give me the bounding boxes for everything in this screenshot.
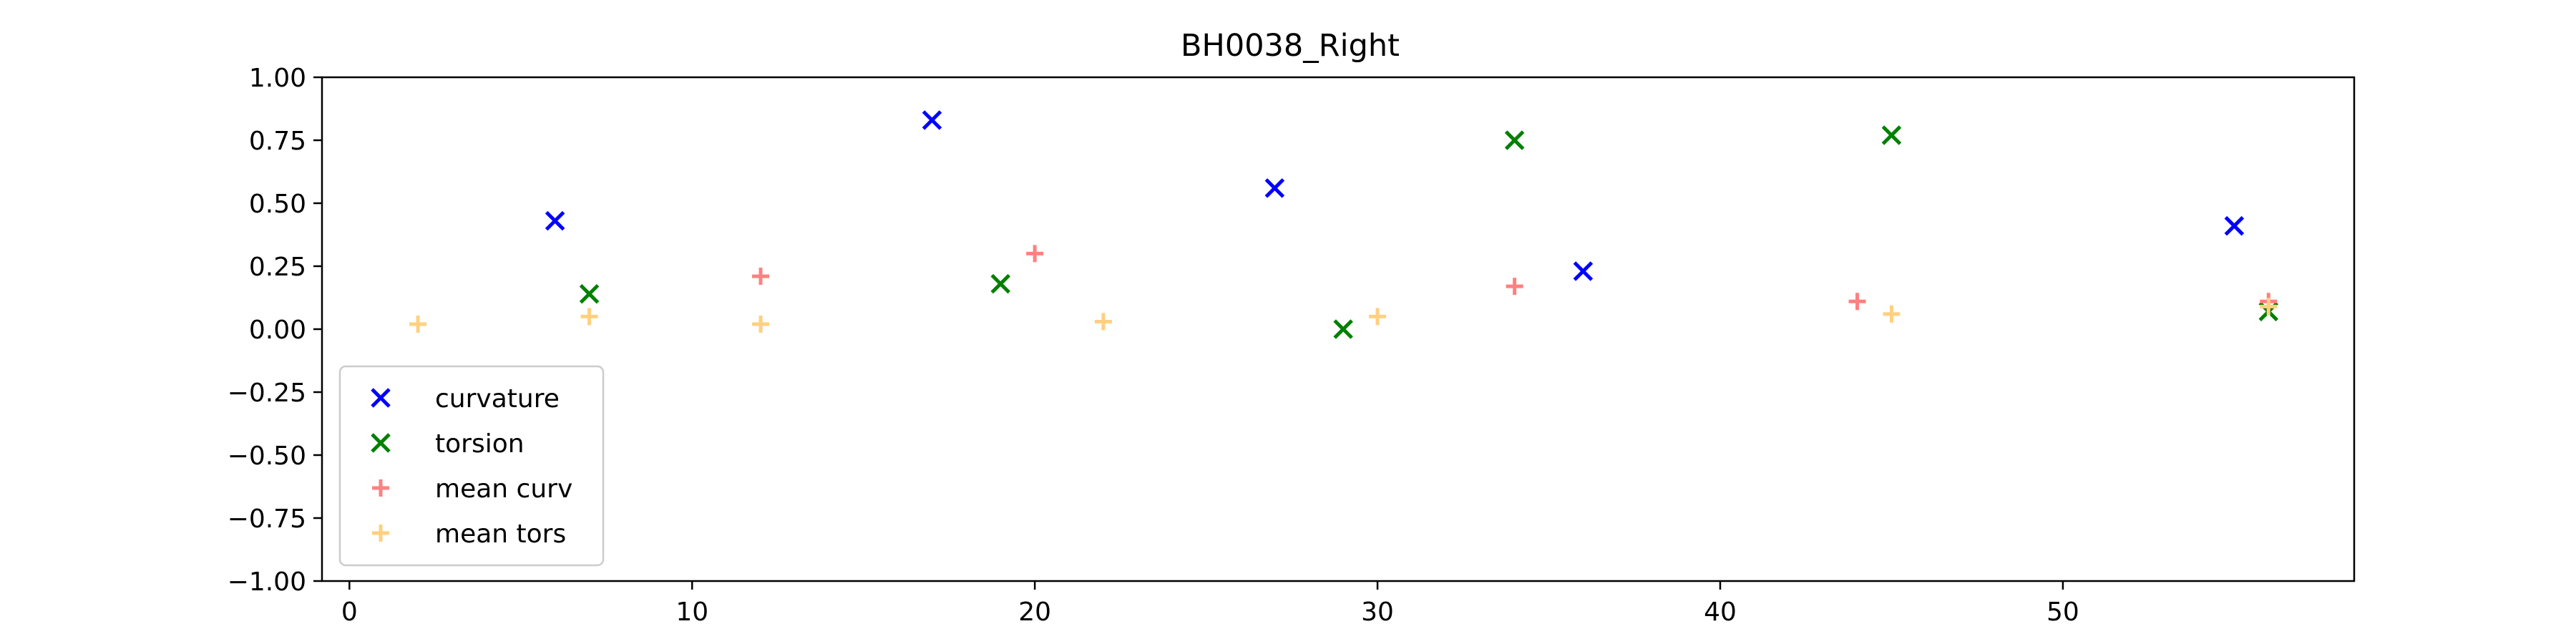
point-mean-tors <box>1883 305 1901 323</box>
legend-label-curvature: curvature <box>435 384 560 414</box>
y-tick-label: 1.00 <box>249 64 306 93</box>
legend-label-mean-tors: mean tors <box>435 519 566 549</box>
plot-marks <box>409 110 2279 339</box>
legend-label-torsion: torsion <box>435 429 525 459</box>
marker-stroke <box>371 388 391 408</box>
point-mean-curv <box>1506 278 1523 296</box>
point-mean-curv <box>752 268 770 286</box>
legend-box <box>338 365 605 567</box>
marker-stroke <box>2224 215 2245 236</box>
legend-marker-mean-curv <box>372 479 389 497</box>
point-curvature <box>1573 261 1594 281</box>
point-curvature <box>1264 178 1285 198</box>
point-mean-tors <box>580 308 598 326</box>
plot-axes: 1.00 0.75 0.50 0.25 0.00 −0.25 −0.50 −0.75 −1.00… <box>228 64 2356 627</box>
point-mean-tors <box>752 315 770 333</box>
point-torsion <box>579 283 600 304</box>
x-tick-label: 50 <box>2046 597 2079 627</box>
marker-stroke <box>1881 125 1902 145</box>
y-tick-label: 0.25 <box>249 253 306 282</box>
point-curvature <box>545 210 565 231</box>
legend: curvature torsion mean curv mean tors <box>338 365 605 567</box>
x-tick-label: 10 <box>675 597 708 627</box>
point-torsion <box>990 273 1011 294</box>
legend-marker-curvature <box>371 388 391 408</box>
marker-stroke <box>1573 261 1594 281</box>
marker-stroke <box>1264 178 1285 198</box>
marker-stroke <box>990 273 1011 294</box>
legend-marker-torsion <box>371 433 391 453</box>
x-tick-label: 20 <box>1018 597 1051 627</box>
marker-stroke <box>922 110 942 130</box>
x-tick-label: 40 <box>1704 597 1737 627</box>
marker-stroke <box>579 283 600 304</box>
plot-frame <box>321 76 2356 582</box>
marker-stroke <box>1333 319 1353 339</box>
marker-stroke <box>371 433 391 453</box>
point-torsion <box>1881 125 1902 145</box>
point-mean-curv <box>1026 245 1044 263</box>
point-mean-tors <box>409 315 427 333</box>
marker-stroke <box>545 210 565 231</box>
chart-title: BH0038_Right <box>1181 28 1400 64</box>
x-tick-label: 30 <box>1361 597 1394 627</box>
y-tick-label: 0.75 <box>249 127 306 156</box>
legend-label-mean-curv: mean curv <box>435 474 572 504</box>
point-mean-curv <box>1848 293 1866 311</box>
point-mean-tors <box>1094 313 1112 331</box>
point-curvature <box>922 110 942 130</box>
y-tick-label: −0.75 <box>228 504 306 534</box>
x-tick-label: 0 <box>341 597 358 627</box>
y-tick-label: 0.00 <box>249 316 306 345</box>
y-tick-label: −1.00 <box>228 567 306 597</box>
y-tick-label: 0.50 <box>249 190 306 219</box>
point-torsion <box>1504 130 1525 150</box>
legend-marker-mean-tors <box>372 525 389 542</box>
point-mean-tors <box>1369 308 1387 326</box>
point-torsion <box>1333 319 1353 339</box>
marker-stroke <box>1504 130 1525 150</box>
y-tick-label: −0.25 <box>228 379 306 408</box>
point-mean-tors <box>2260 298 2278 316</box>
point-curvature <box>2224 215 2245 236</box>
y-tick-label: −0.50 <box>228 441 306 471</box>
